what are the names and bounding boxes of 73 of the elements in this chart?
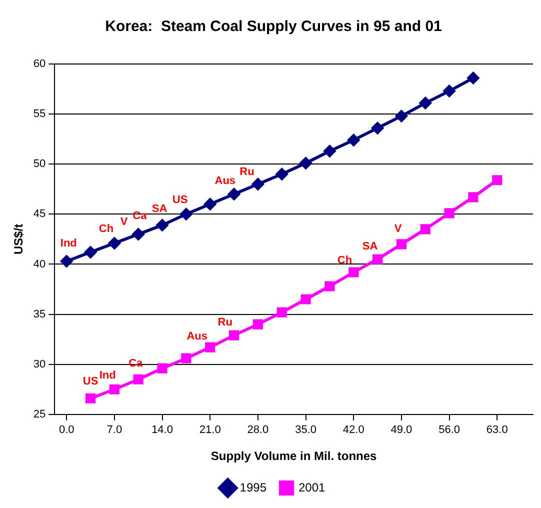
point (372, 254, 383, 264)
annotation: SA (152, 203, 168, 216)
x-tick-label: 0.0 (58, 424, 74, 436)
x-tick-label: 7.0 (106, 424, 122, 436)
point (109, 384, 120, 394)
point (467, 72, 480, 84)
point (252, 319, 263, 330)
point (348, 134, 360, 146)
annotation: US (82, 375, 98, 388)
y-tick-label: 50 (33, 158, 46, 170)
x-tick-label: 14.0 (152, 424, 173, 436)
point (324, 145, 336, 158)
annotation: Ru (240, 166, 254, 178)
point (300, 157, 312, 170)
x-tick-label: 35.0 (295, 424, 316, 436)
point (300, 294, 311, 304)
legend-label: 2001 (298, 480, 326, 494)
point (156, 219, 168, 232)
point (348, 267, 359, 278)
legend-label: 1995 (240, 480, 267, 494)
point (468, 192, 478, 202)
annotation: V (120, 216, 128, 228)
x-tick-label: 21.0 (199, 424, 221, 436)
point (181, 353, 192, 364)
chart-title: Korea: Steam Coal Supply Curves in 95 and 01 (105, 18, 442, 36)
y-tick-label: 35 (33, 308, 46, 320)
annotation: US (172, 194, 188, 206)
x-tick-label: 28.0 (247, 424, 269, 436)
annotation: Ch (98, 223, 114, 236)
x-tick-label: 42.0 (342, 424, 364, 436)
point (133, 374, 144, 384)
point (157, 363, 168, 374)
x-tick-label: 49.0 (390, 424, 412, 436)
point (228, 188, 240, 200)
point (396, 239, 406, 250)
point (205, 342, 216, 352)
point (395, 110, 408, 122)
point (252, 178, 264, 190)
point (492, 175, 502, 186)
annotation: Ru (218, 316, 232, 328)
point (444, 208, 454, 218)
annotation: Ind (60, 237, 77, 250)
point (228, 330, 240, 340)
point (443, 85, 456, 98)
point (180, 208, 192, 220)
y-tick-label: 60 (33, 58, 46, 70)
point (276, 168, 288, 180)
point (108, 237, 120, 250)
point (84, 246, 97, 258)
point (324, 281, 335, 292)
x-tick-label: 56.0 (438, 424, 460, 436)
x-tick-label: 63.0 (486, 424, 508, 436)
annotation: SA (362, 240, 378, 252)
point (204, 198, 216, 210)
point (419, 97, 432, 110)
annotation: Aus (186, 330, 208, 342)
point (276, 307, 287, 318)
annotation: V (394, 223, 402, 236)
point (60, 255, 73, 268)
annotation: Ch (337, 254, 352, 266)
y-axis-title: US$/t (12, 224, 26, 255)
annotation: Ind (99, 369, 116, 382)
x-axis-title: Supply Volume in Mil. tonnes (210, 449, 378, 464)
y-tick-label: 45 (33, 208, 46, 220)
point (85, 393, 96, 404)
point (372, 122, 384, 134)
y-tick-label: 55 (33, 108, 46, 120)
point (420, 224, 430, 234)
y-tick-label: 25 (33, 408, 46, 420)
annotation: Aus (214, 175, 236, 188)
point (132, 228, 144, 240)
y-tick-label: 40 (33, 258, 46, 270)
y-tick-label: 30 (33, 358, 46, 370)
